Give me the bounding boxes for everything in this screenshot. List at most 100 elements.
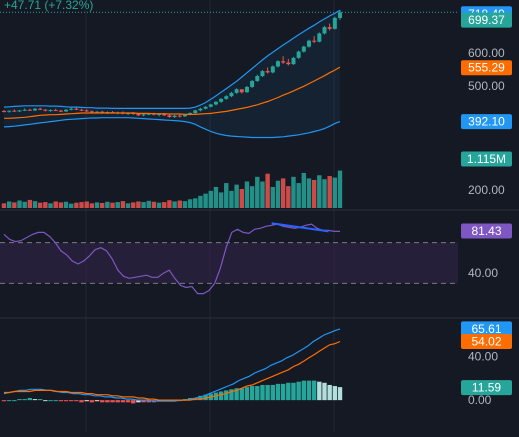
macd-histogram-bar [74,400,79,402]
volume-bar [74,202,79,208]
price-badge [461,223,512,239]
volume-pane[interactable] [1,170,343,208]
volume-bar [172,201,177,208]
candle-body [322,27,327,34]
candle-body [213,101,218,105]
volume-bar [120,201,126,208]
volume-bar [110,202,115,208]
macd-histogram-bar [311,380,317,401]
volume-bar [43,202,48,208]
bollinger-lower-line [3,117,341,139]
rsi-line [3,223,340,295]
pane-separators[interactable] [0,209,519,319]
macd-histogram-bar [249,386,255,401]
volume-bar [224,183,229,208]
grid-lines [85,0,335,432]
candle-body [193,110,198,114]
candle-body [244,86,249,93]
volume-bar [167,200,172,208]
candle-body [260,71,265,77]
volume-bar [301,172,307,208]
volume-bar [322,179,327,208]
volume-bar [131,202,136,208]
candle-body [332,17,337,29]
macd-histogram-bar [317,381,322,401]
candle-body [136,114,141,116]
candle-body [157,114,162,116]
price-badge-label: 392.10 [468,115,505,129]
volume-bar [337,170,343,208]
price-badge [461,380,512,396]
candle-body [95,111,100,113]
macd-histogram-bar [301,380,307,401]
bollinger-middle-line [4,66,341,119]
price-badge-label: 65.61 [471,322,501,336]
price-badge [461,334,512,350]
candle-body [64,109,69,112]
candle-body [7,110,12,112]
volume-bar [213,186,219,208]
axis-tick-label: 200.00 [468,183,505,197]
volume-bar [177,200,182,208]
volume-bar [94,202,100,208]
volume-bar [229,190,234,208]
volume-bar [208,190,213,208]
axis-badges: 718.49699.37555.29392.101.115M81.4365.61… [461,6,512,396]
candle-body [239,89,244,93]
candle-body [172,115,177,117]
candle-body [275,61,280,67]
macd-histogram-bar [125,400,131,403]
candle-body [17,110,22,112]
candle-body [327,27,332,29]
macd-histogram-bar [291,382,296,401]
signal-line [4,340,341,401]
rsi-band-fill [0,242,458,284]
candle-body [219,98,224,102]
candle-body [234,89,239,93]
volume-bar [32,201,38,208]
macd-histogram-bar [27,397,33,401]
candle-body [79,109,84,111]
macd-histogram-bar [198,395,203,401]
volume-bar [218,192,224,208]
macd-histogram-bar [322,382,327,401]
axis-tick-label: 0.00 [468,393,492,407]
volume-bar [162,202,167,208]
rsi-pane[interactable] [0,222,458,295]
candle-body [27,109,32,111]
macd-histogram-bar [100,400,105,403]
macd-pane[interactable] [1,328,343,404]
volume-bar [141,202,146,208]
candle-body [12,110,17,112]
rsi-trendline[interactable] [271,222,329,233]
macd-histogram-bar [32,399,38,401]
macd-histogram-bar [84,400,89,402]
price-axis[interactable]: 500.00 600.00 200.00 40.00 0.00 40.00 [468,46,505,407]
candle-body [224,96,229,99]
macd-histogram-bar [244,387,250,401]
price-badge-label: 555.29 [468,61,505,75]
macd-histogram-bar [260,384,265,401]
candle-body [255,76,260,81]
macd-histogram-bar [141,400,146,403]
candle-body [33,108,38,111]
volume-bar [260,181,265,208]
macd-histogram-bar [332,386,338,401]
volume-bar [311,179,317,208]
candle-body [203,106,208,109]
candle-body [22,109,27,111]
candle-body [312,40,317,42]
price-badge [461,60,512,76]
price-pane[interactable] [0,9,458,139]
volume-bar [69,203,74,208]
volume-bar [249,186,255,208]
macd-histogram-bar [265,384,270,401]
macd-histogram-bar [275,383,281,401]
volume-bar [156,202,162,208]
macd-histogram-bar [22,399,27,401]
price-badge [461,321,512,337]
macd-histogram-bar [6,400,12,402]
macd-histogram-bar [255,386,260,401]
